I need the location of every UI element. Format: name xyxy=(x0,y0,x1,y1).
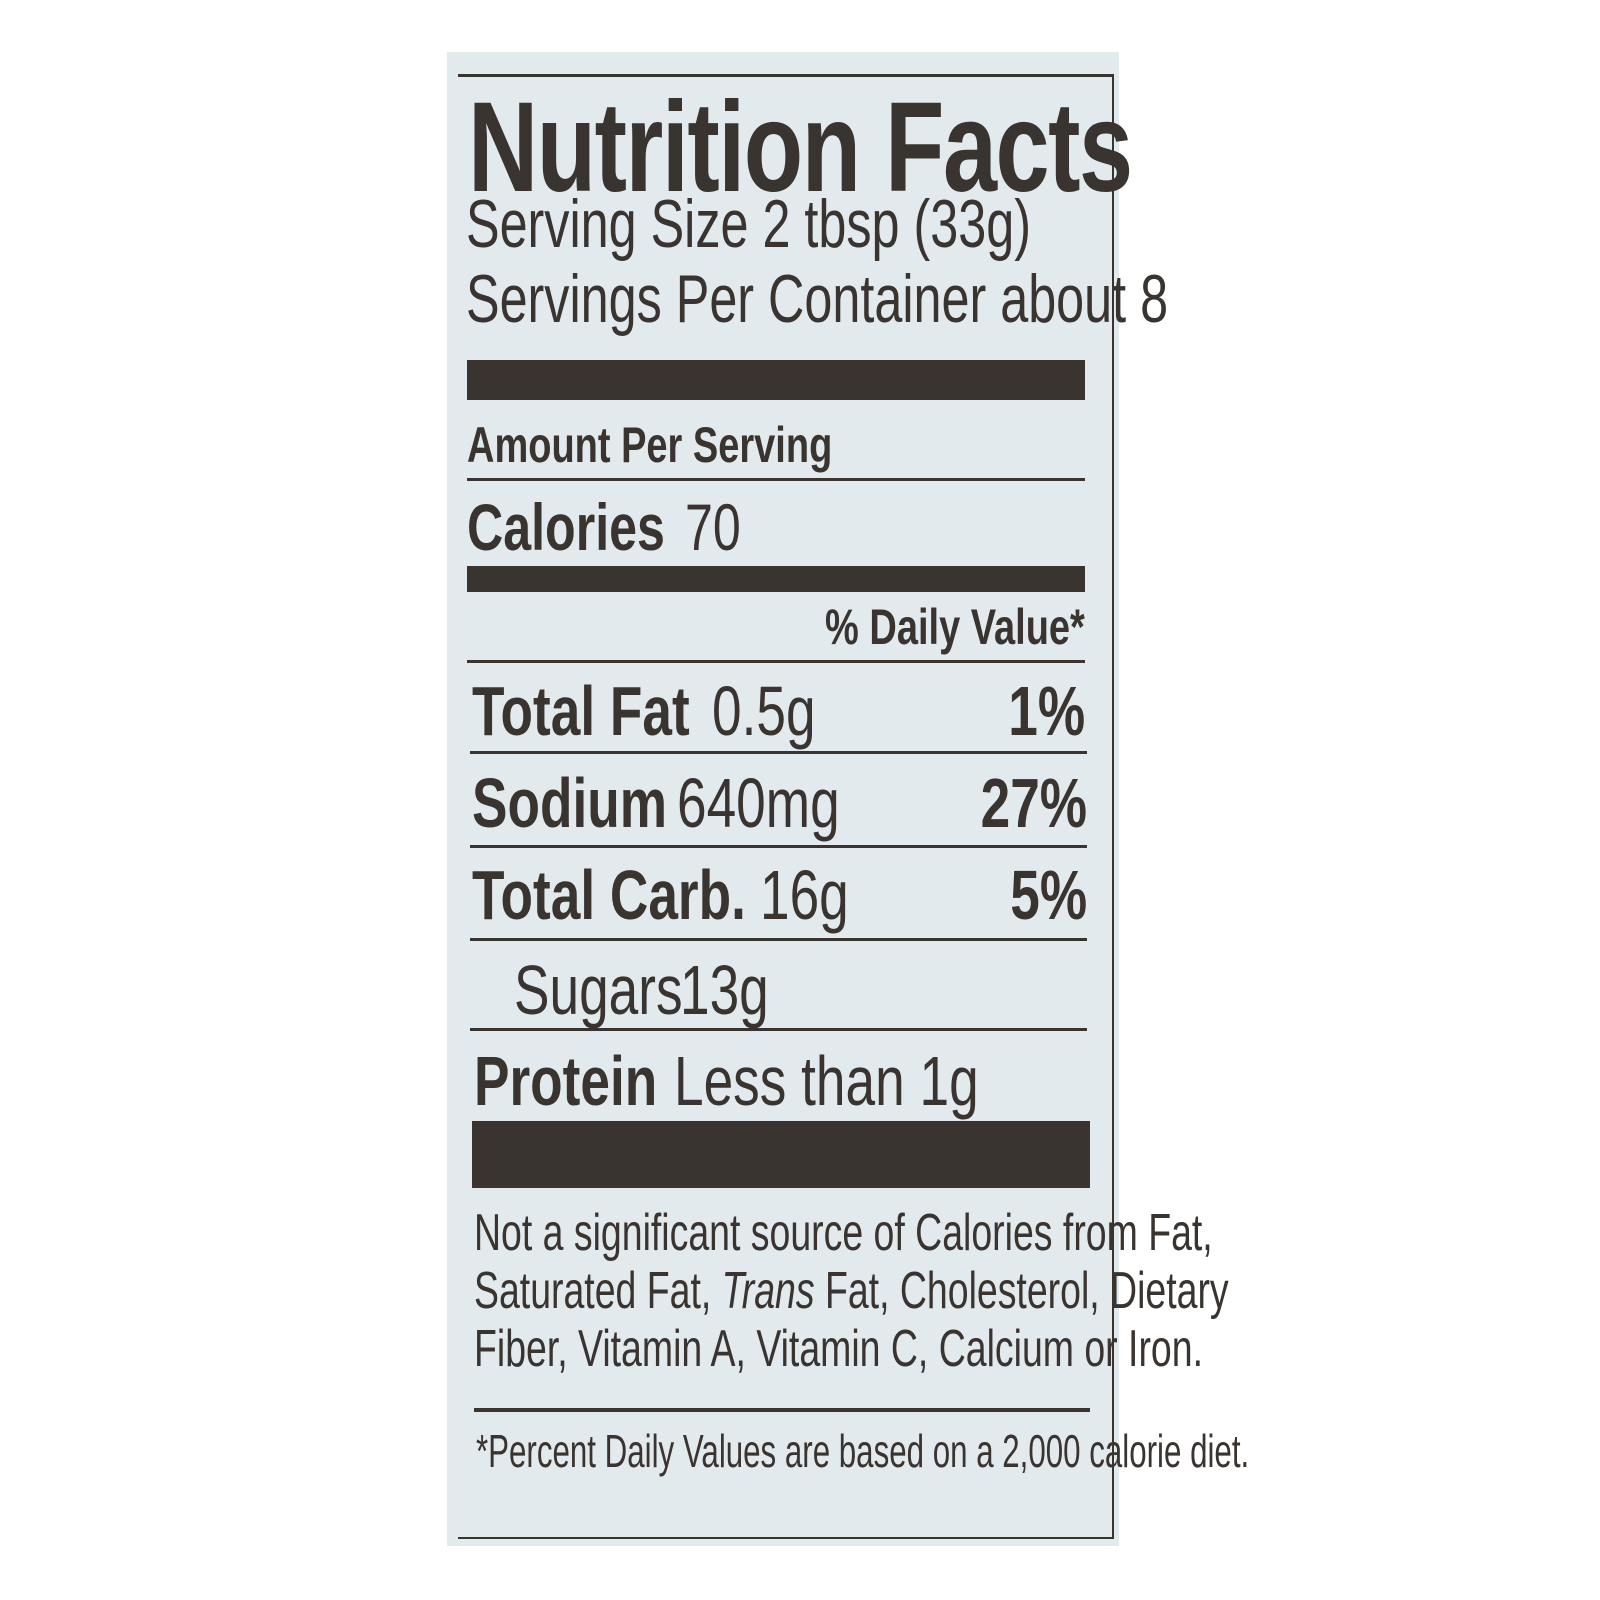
divider xyxy=(474,1408,1090,1412)
nutrient-dv-total-fat: 1% xyxy=(1008,672,1085,750)
divider xyxy=(467,478,1085,481)
nutrient-amount-sugars: 13g xyxy=(680,951,769,1029)
label-panel xyxy=(447,52,1119,1546)
nutrient-amount-total-carb: 16g xyxy=(760,856,849,934)
footnote-line-3: Fiber, Vitamin A, Vitamin C, Calcium or … xyxy=(474,1320,1203,1378)
nutrient-label-total-fat: Total Fat xyxy=(472,672,690,750)
calories-value: 70 xyxy=(685,490,741,564)
thick-divider xyxy=(467,360,1085,400)
title: Nutrition Facts xyxy=(468,76,1133,219)
label-border xyxy=(458,74,1114,1539)
footnote-line-1: Not a significant source of Calories fro… xyxy=(474,1204,1213,1262)
divider xyxy=(470,751,1087,754)
divider xyxy=(470,845,1087,848)
servings-per-container: Servings Per Container about 8 xyxy=(466,261,1169,337)
divider xyxy=(470,938,1087,941)
nutrient-dv-total-carb: 5% xyxy=(1010,856,1087,934)
calories-label: Calories xyxy=(467,490,665,564)
nutrient-dv-sodium: 27% xyxy=(980,764,1087,842)
serving-size: Serving Size 2 tbsp (33g) xyxy=(466,186,1032,262)
footnote-text: Saturated Fat, xyxy=(474,1262,722,1320)
medium-divider xyxy=(467,566,1085,592)
nutrient-label-total-carb: Total Carb. xyxy=(472,856,746,934)
daily-value-header: % Daily Value* xyxy=(825,599,1085,655)
nutrient-amount-total-fat: 0.5g xyxy=(712,672,816,750)
nutrient-amount-protein: Less than 1g xyxy=(674,1042,979,1120)
nutrient-label-sugars: Sugars xyxy=(514,951,683,1029)
footnote-text: Fat, Cholesterol, Dietary xyxy=(814,1262,1229,1320)
nutrient-label-sodium: Sodium xyxy=(472,764,668,842)
divider xyxy=(467,660,1085,663)
divider xyxy=(470,1028,1087,1031)
footnote-line-2: Saturated Fat, Trans Fat, Cholesterol, D… xyxy=(474,1265,1229,1317)
nutrient-amount-sodium: 640mg xyxy=(677,764,840,842)
dv-note: *Percent Daily Values are based on a 2,0… xyxy=(476,1425,1250,1477)
amount-per-serving: Amount Per Serving xyxy=(467,417,833,473)
footnote-trans-italic: Trans xyxy=(721,1262,815,1320)
thick-divider xyxy=(472,1121,1090,1188)
nutrient-label-protein: Protein xyxy=(474,1042,658,1120)
